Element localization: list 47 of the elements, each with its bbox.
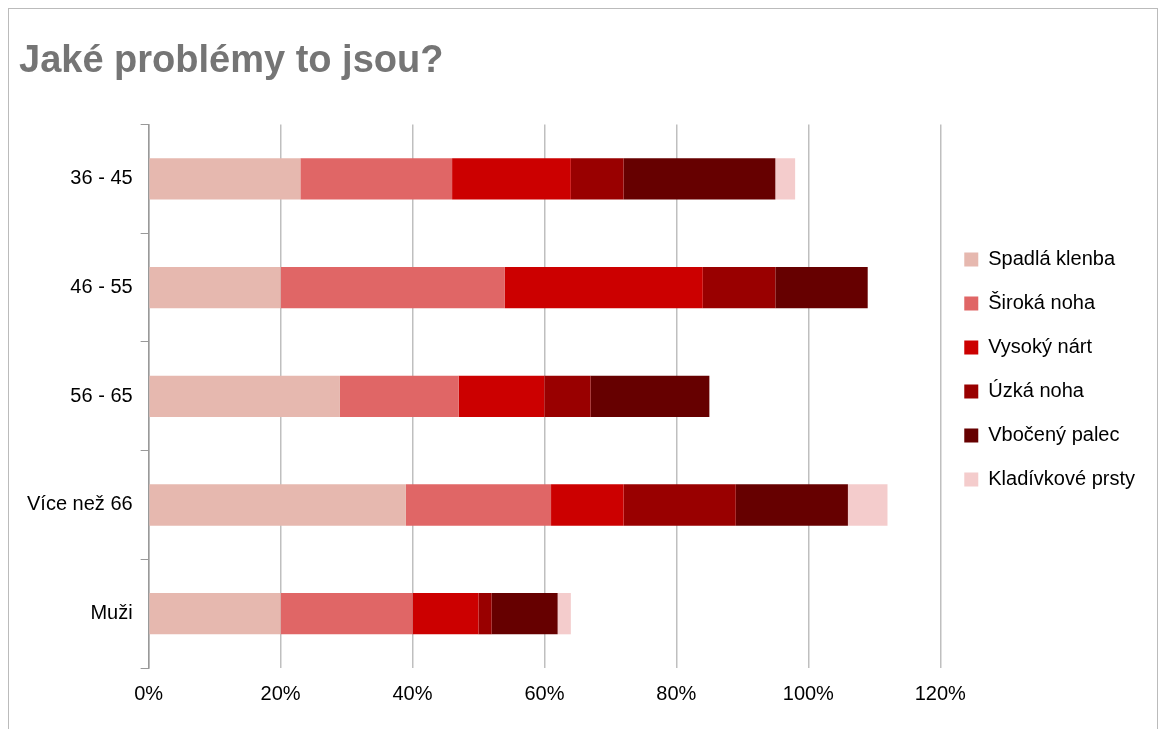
bar bbox=[735, 484, 848, 526]
bar bbox=[590, 375, 710, 417]
bar bbox=[551, 484, 624, 526]
legend-label: Široká noha bbox=[988, 291, 1096, 314]
x-tick-label: 120% bbox=[914, 681, 967, 704]
bar bbox=[405, 484, 552, 526]
bar bbox=[300, 158, 453, 200]
bar bbox=[775, 266, 868, 309]
y-tick-label: 56 - 65 bbox=[70, 383, 133, 406]
bar bbox=[149, 266, 281, 309]
legend-label: Úzká noha bbox=[988, 379, 1085, 402]
bar bbox=[623, 484, 736, 526]
bar bbox=[847, 484, 888, 526]
x-tick-label: 20% bbox=[260, 681, 301, 704]
y-tick-label: Muži bbox=[90, 601, 133, 624]
bar bbox=[452, 158, 571, 200]
legend-label: Vysoký nárt bbox=[988, 335, 1093, 358]
legend-label: Vbočený palec bbox=[988, 423, 1120, 446]
y-tick-label: 36 - 45 bbox=[70, 166, 133, 189]
y-tick-label: Více než 66 bbox=[27, 492, 133, 515]
bar bbox=[544, 375, 591, 417]
bar bbox=[775, 158, 796, 200]
bar bbox=[339, 375, 459, 417]
bar bbox=[491, 593, 558, 635]
chart-title: Jaké problémy to jsou? bbox=[19, 38, 444, 81]
x-tick-label: 60% bbox=[524, 681, 565, 704]
bar bbox=[504, 266, 703, 309]
x-tick-label: 100% bbox=[782, 681, 835, 704]
bar bbox=[458, 375, 545, 417]
bar bbox=[623, 158, 776, 200]
x-tick-label: 0% bbox=[134, 681, 164, 704]
bar bbox=[149, 375, 340, 417]
bar bbox=[557, 593, 571, 635]
bar bbox=[149, 158, 301, 200]
y-tick-label: 46 - 55 bbox=[70, 275, 133, 298]
bar bbox=[280, 266, 505, 309]
legend-label: Spadlá klenba bbox=[988, 247, 1116, 270]
bar bbox=[412, 593, 479, 635]
bar bbox=[149, 484, 406, 526]
bar bbox=[702, 266, 776, 309]
bar bbox=[570, 158, 624, 200]
bar bbox=[280, 593, 413, 635]
legend-label: Kladívkové prsty bbox=[988, 467, 1136, 490]
bar bbox=[149, 593, 281, 635]
x-tick-label: 80% bbox=[656, 681, 697, 704]
x-tick-label: 40% bbox=[392, 681, 433, 704]
bar bbox=[478, 593, 492, 635]
